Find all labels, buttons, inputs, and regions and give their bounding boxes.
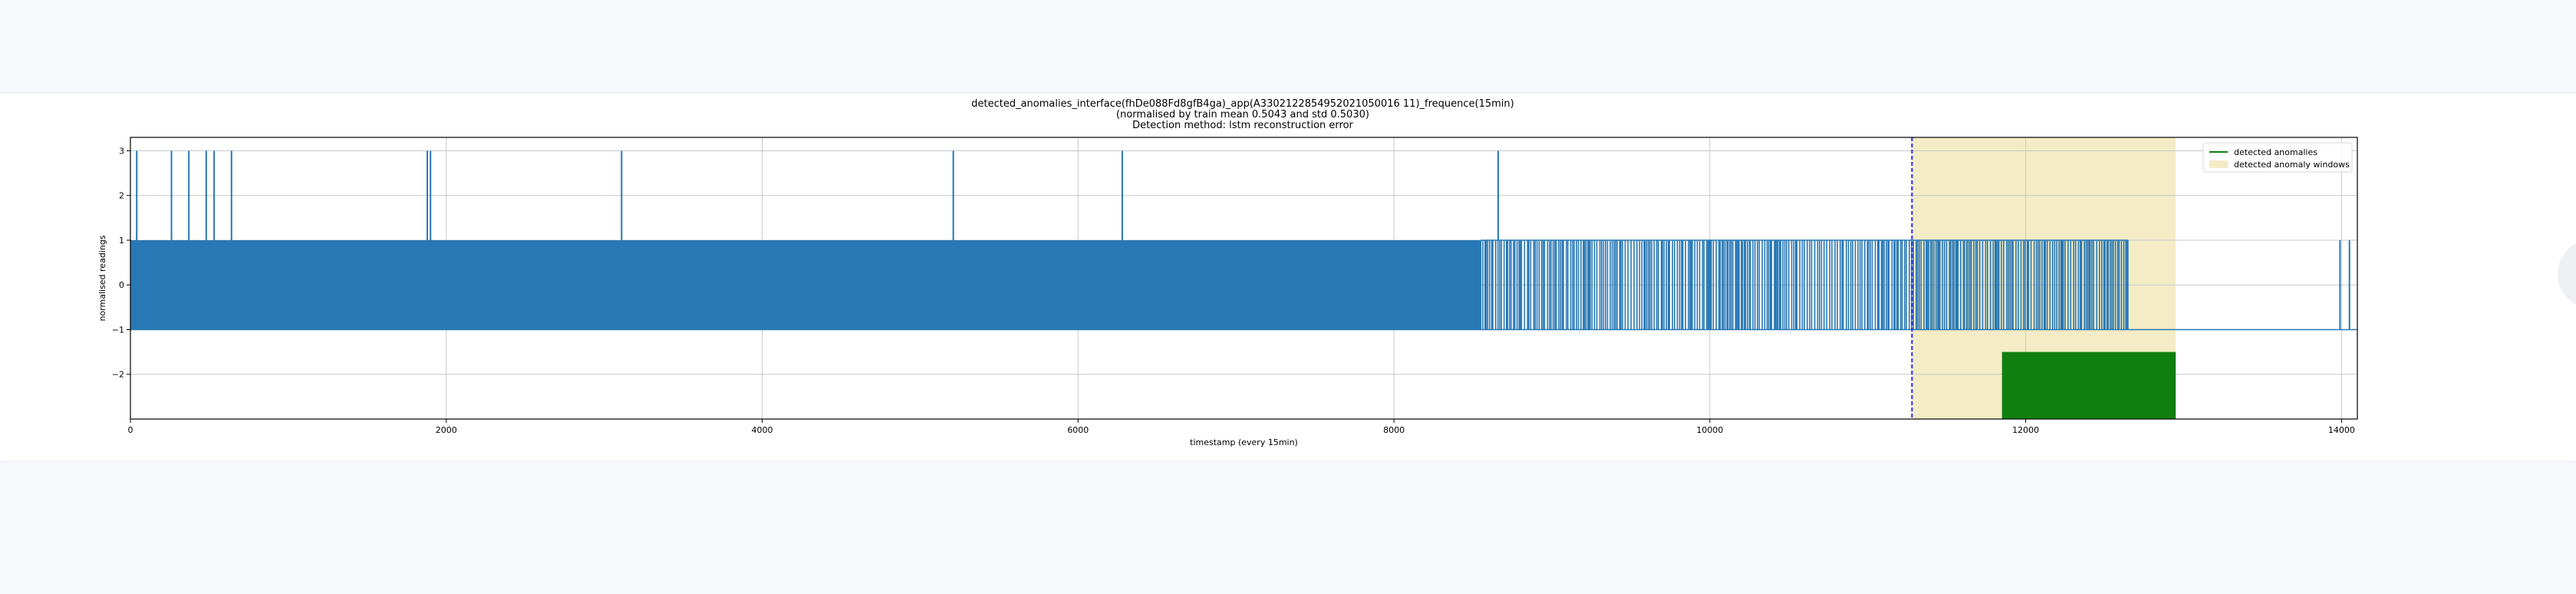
axes [130,137,2358,420]
legend-label-0: detected anomalies [2234,147,2317,157]
x-tick-label-6: 12000 [2012,425,2039,435]
y-tick-label-1: −1 [112,325,124,335]
x-tick-label-0: 0 [128,425,133,435]
y-ticks: −2 −1 0 1 2 3 [112,146,130,380]
y-tick-label-3: 1 [119,236,124,246]
y-tick-label-5: 3 [119,146,124,156]
legend-label-1: detected anomaly windows [2234,160,2350,170]
x-tick-label-2: 4000 [752,425,773,435]
title-line-2: Detection method: lstm reconstruction er… [1132,120,1353,131]
x-axis-label: timestamp (every 15min) [1190,437,1298,447]
y-tick-label-4: 2 [119,191,124,201]
legend-swatch-1 [2209,160,2228,168]
legend: detected anomalies detected anomaly windo… [2202,142,2353,173]
chart-svg: detected_anomalies_interface(fhDe088Fd8g… [97,98,2358,447]
series-readings [130,150,2357,331]
y-tick-label-0: −2 [112,370,124,380]
chart-card: detected_anomalies_interface(fhDe088Fd8g… [0,94,2576,460]
detected-anomalies [2001,351,2176,419]
y-tick-label-2: 0 [119,280,124,290]
x-tick-label-3: 6000 [1067,425,1089,435]
title-line-1: (normalised by train mean 0.5043 and std… [1116,109,1369,120]
x-tick-label-4: 8000 [1383,425,1405,435]
chart-title: detected_anomalies_interface(fhDe088Fd8g… [971,98,1514,131]
x-tick-label-1: 2000 [436,425,457,435]
series-sparse-band [1480,239,2129,330]
x-ticks: 0 2000 4000 6000 8000 10000 12000 14000 [128,419,2355,435]
axes-frame [130,137,2358,420]
detected-anomalies-rect [2001,351,2176,419]
legend-box [2202,142,2353,173]
x-tick-label-5: 10000 [1696,425,1723,435]
series-dense-band [130,239,1481,330]
x-tick-label-7: 14000 [2328,425,2355,435]
y-axis-label: normalised readings [97,235,107,321]
title-line-0: detected_anomalies_interface(fhDe088Fd8g… [971,98,1514,110]
